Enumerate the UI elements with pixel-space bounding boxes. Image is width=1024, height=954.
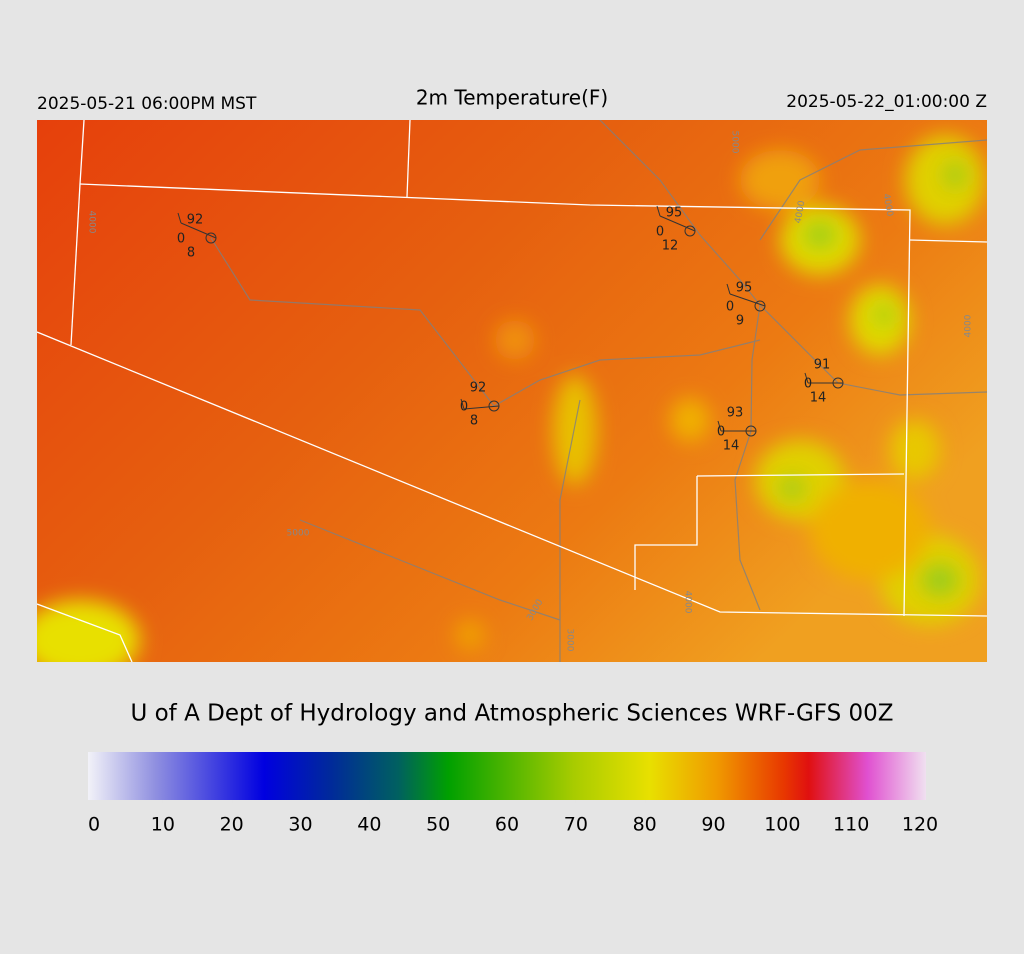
colorbar-tick-label: 60 bbox=[495, 814, 519, 836]
colorbar-tick-label: 10 bbox=[151, 814, 175, 836]
map-title: 2m Temperature(F) bbox=[416, 86, 608, 110]
contour-label: 4000 bbox=[964, 314, 974, 337]
station-wind: 8 bbox=[187, 246, 195, 261]
colorbar-ticks: 0 10 20 30 40 50 60 70 80 90 100 110 120 bbox=[88, 800, 938, 836]
colorbar-tick-label: 110 bbox=[833, 814, 869, 836]
station-circle bbox=[832, 377, 844, 389]
contour-label: 4000 bbox=[87, 211, 97, 234]
wind-barb bbox=[659, 215, 696, 232]
wind-barb bbox=[463, 405, 500, 410]
valid-time-utc: 2025-05-22_01:00:00 Z bbox=[786, 92, 987, 112]
station-dewpoint: 0 bbox=[804, 377, 812, 392]
valid-time-local: 2025-05-21 06:00PM MST bbox=[37, 94, 257, 114]
wind-barb bbox=[729, 293, 766, 307]
barb-flag bbox=[656, 205, 661, 217]
colorbar-tick-label: 0 bbox=[88, 814, 100, 836]
colorbar-tick-label: 50 bbox=[426, 814, 450, 836]
station-wind: 9 bbox=[736, 314, 744, 329]
colorbar-tick-label: 30 bbox=[288, 814, 312, 836]
station-wind: 8 bbox=[470, 414, 478, 429]
colorbar-tick-label: 90 bbox=[701, 814, 725, 836]
contour-label: 5000 bbox=[730, 131, 740, 154]
credit: U of A Dept of Hydrology and Atmospheric… bbox=[130, 701, 893, 727]
colorbar-tick-label: 20 bbox=[220, 814, 244, 836]
contour-label: 5000 bbox=[287, 529, 310, 539]
contour-label: 4000 bbox=[683, 591, 693, 614]
station-temperature: 91 bbox=[814, 358, 831, 373]
colorbar-tick-label: 120 bbox=[902, 814, 938, 836]
station-dewpoint: 0 bbox=[177, 232, 185, 247]
station-circle bbox=[205, 232, 217, 244]
barb-flag bbox=[726, 283, 731, 295]
wind-barb bbox=[180, 222, 217, 239]
station-circle bbox=[488, 400, 500, 412]
barb-flag bbox=[804, 372, 809, 384]
station-dewpoint: 0 bbox=[726, 300, 734, 315]
barb-flag bbox=[717, 420, 722, 432]
colorbar-tick-label: 40 bbox=[357, 814, 381, 836]
map bbox=[37, 120, 987, 662]
station-circle bbox=[684, 225, 696, 237]
station-temperature: 95 bbox=[666, 206, 683, 221]
barb-flag bbox=[177, 212, 182, 224]
contour-label: 4000 bbox=[794, 200, 808, 225]
colorbar-tick-label: 80 bbox=[633, 814, 657, 836]
contour-label: 3000 bbox=[565, 629, 575, 652]
station-circle bbox=[754, 300, 766, 312]
barb-flag bbox=[460, 398, 465, 410]
station-circle bbox=[745, 425, 757, 437]
station-dewpoint: 0 bbox=[460, 400, 468, 415]
station-dewpoint: 0 bbox=[656, 225, 664, 240]
colorbar bbox=[88, 752, 926, 800]
station-temperature: 92 bbox=[470, 381, 487, 396]
station-dewpoint: 0 bbox=[717, 425, 725, 440]
station-temperature: 92 bbox=[187, 213, 204, 228]
colorbar-tick-label: 70 bbox=[564, 814, 588, 836]
station-wind: 12 bbox=[662, 239, 679, 254]
station-temperature: 95 bbox=[736, 281, 753, 296]
station-wind: 14 bbox=[810, 391, 827, 406]
colorbar-tick-label: 100 bbox=[764, 814, 800, 836]
station-wind: 14 bbox=[723, 439, 740, 454]
contour-label: 4000 bbox=[881, 193, 895, 218]
station-temperature: 93 bbox=[727, 406, 744, 421]
